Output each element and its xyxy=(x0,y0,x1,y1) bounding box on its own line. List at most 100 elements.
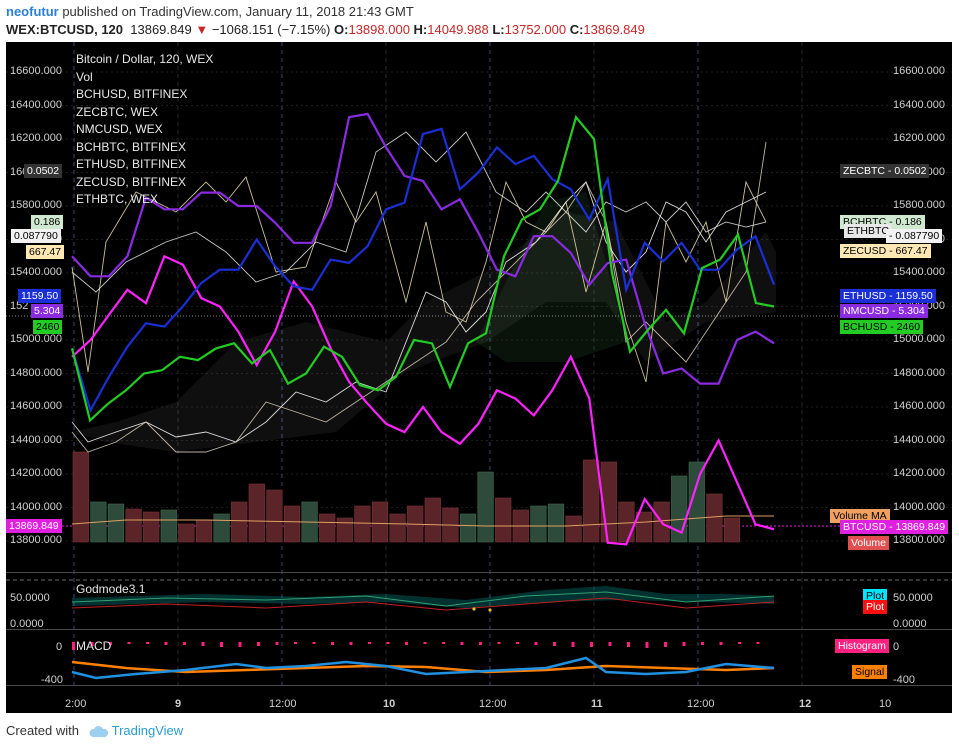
time-label-8: 10 xyxy=(879,698,892,710)
macd-left-axis-0: 0 xyxy=(56,641,63,653)
overlay-legend-item[interactable]: BCHUSD, BITFINEX xyxy=(76,87,188,101)
panel-divider-godmode[interactable] xyxy=(6,572,952,573)
volume-bar xyxy=(635,511,653,543)
macd-histogram-bar xyxy=(571,642,575,647)
volume-bar xyxy=(389,513,406,543)
volume-bar xyxy=(530,505,547,543)
right-price-tag: Volume xyxy=(848,536,890,550)
chart-area[interactable]: Bitcoin / Dollar, 120, WEX Vol BCHUSD, BIT… xyxy=(6,42,952,713)
price-axis-label: 15400.000 xyxy=(893,266,945,278)
price-axis-label: 14200.000 xyxy=(893,467,945,479)
footer: Created with TradingView xyxy=(6,723,183,738)
left-price-tag: 2460 xyxy=(33,320,63,334)
volume-bar xyxy=(477,471,494,543)
left-price-axis-label: 16200.000 xyxy=(10,132,62,144)
right-price-tag: NMCUSD - 5.304 xyxy=(840,304,928,318)
macd-histogram-bar xyxy=(386,642,390,644)
overlay-thin-line xyxy=(71,131,767,293)
macd-histogram-bar xyxy=(664,642,667,647)
left-price-axis-label: 15000.000 xyxy=(10,333,62,345)
overlay-legend-item[interactable]: ZECBTC, WEX xyxy=(76,104,159,119)
time-label-2: 12:00 xyxy=(269,698,297,710)
overlay-thin-line xyxy=(71,181,767,443)
close-value: 13869.849 xyxy=(583,22,645,37)
time-label-3: 10 xyxy=(383,698,396,710)
tradingview-brand-link[interactable]: TradingView xyxy=(111,723,184,738)
macd-histogram-bar xyxy=(183,642,186,645)
macd-histogram-bar xyxy=(349,642,353,645)
macd-title[interactable]: MACD xyxy=(76,639,112,653)
macd-histogram-bar xyxy=(719,642,723,645)
left-price-tag: 13869.849 xyxy=(6,519,62,533)
left-price-axis-label: 14200.000 xyxy=(10,467,62,479)
series-line-btcusd xyxy=(71,254,775,546)
volume-bar xyxy=(283,505,301,543)
right-price-tag: - 0.087790 xyxy=(886,229,943,243)
overlay-legend-item[interactable]: ZECUSD, BITFINEX xyxy=(76,174,187,189)
volume-bar xyxy=(231,501,248,543)
macd-left-axis-400: -400 xyxy=(41,674,64,686)
volume-bar xyxy=(706,493,723,543)
time-label-4: 12:00 xyxy=(479,698,507,710)
volume-bar xyxy=(266,489,283,543)
overlay-legend-item[interactable]: ETHUSD, BITFINEX xyxy=(76,157,187,171)
time-label-7: 12 xyxy=(799,698,812,710)
symbol-info: WEX:BTCUSD, 120 13869.849 ▼ −1068.151 (−… xyxy=(6,22,645,37)
panel-divider-macd[interactable] xyxy=(6,629,952,630)
right-price-tag: ETHUSD - 1159.50 xyxy=(840,289,936,303)
left-price-axis-label: 14000.000 xyxy=(10,500,62,513)
volume-bar xyxy=(72,451,89,543)
overlay-legend-item[interactable]: BCHBTC, BITFINEX xyxy=(76,139,187,154)
godmode-left-axis-0: 0.0000 xyxy=(10,618,44,630)
left-price-tag: 1159.50 xyxy=(18,289,62,303)
macd-histogram-tag: Histogram xyxy=(835,639,889,653)
overlay-legend-item[interactable]: ETHBTC, WEX xyxy=(76,192,159,206)
volume-bar xyxy=(143,511,160,543)
series-line-nmcusd xyxy=(71,112,775,385)
macd-histogram-bar xyxy=(164,642,168,645)
price-axis-label: 14000.000 xyxy=(893,500,945,513)
left-price-axis-label: 16600.000 xyxy=(10,65,62,77)
volume-bar xyxy=(495,497,512,543)
right-price-tag: ZECBTC - 0.0502 xyxy=(840,164,930,178)
macd-histogram-bar xyxy=(756,642,760,644)
macd-histogram-bar xyxy=(238,642,242,647)
volume-bar xyxy=(125,508,142,543)
left-price-axis-label: 160 xyxy=(10,165,29,178)
macd-histogram-bar xyxy=(294,642,297,644)
overlay-legend-item[interactable]: NMCUSD, WEX xyxy=(76,122,163,136)
godmode-plot-tag-1: Plot xyxy=(863,589,888,603)
overlay-legend-item[interactable]: Vol xyxy=(76,69,93,84)
author-name[interactable]: neofutur xyxy=(6,4,59,19)
volume-bar xyxy=(618,501,635,543)
left-price-axis-label: 15800.000 xyxy=(10,199,62,211)
volume-bar xyxy=(688,461,705,543)
left-price-axis-label: 15400.000 xyxy=(10,266,62,278)
macd-histogram-bar xyxy=(497,642,501,644)
right-price-tag: ZECUSD - 667.47 xyxy=(840,244,931,258)
volume-bar xyxy=(248,483,265,543)
godmode-signal-dot xyxy=(488,608,492,612)
macd-histogram-bar xyxy=(201,642,205,646)
time-label-5: 11 xyxy=(591,698,603,710)
macd-histogram-bar xyxy=(368,642,371,644)
time-axis-divider xyxy=(6,685,952,686)
macd-histogram-bar xyxy=(590,642,593,647)
overlay-legend-item[interactable]: Bitcoin / Dollar, 120, WEX xyxy=(76,52,214,66)
price-change: −1068.151 (−7.15%) xyxy=(211,22,331,37)
symbol-name: WEX:BTCUSD, 120 xyxy=(6,22,124,37)
macd-histogram-bar xyxy=(405,642,408,645)
time-label-1: 9 xyxy=(175,698,182,710)
left-price-axis-label: 14400.000 xyxy=(10,433,62,446)
price-axis-label: 13800.000 xyxy=(893,534,945,546)
macd-histogram-bar xyxy=(516,642,519,644)
godmode-title[interactable]: Godmode3.1 xyxy=(76,582,146,596)
right-price-tag: Volume MA xyxy=(830,509,890,523)
last-price: 13869.849 xyxy=(130,22,192,37)
volume-bar xyxy=(459,513,477,543)
chart-svg[interactable] xyxy=(6,42,952,713)
open-label: O: xyxy=(334,22,349,37)
open-value: 13898.000 xyxy=(348,22,410,37)
high-label: H: xyxy=(413,22,428,37)
volume-bar xyxy=(583,459,600,543)
